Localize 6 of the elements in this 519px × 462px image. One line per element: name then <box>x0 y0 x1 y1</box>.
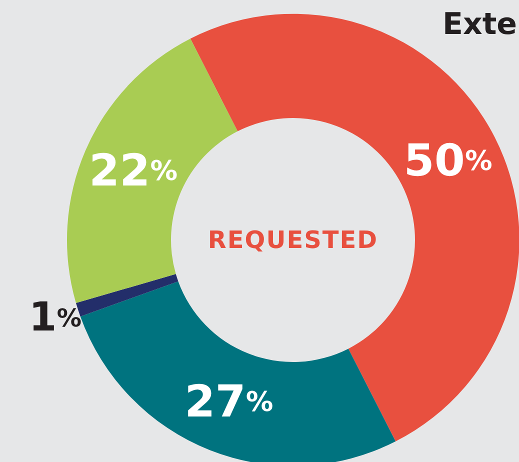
text: Exte <box>442 7 517 42</box>
data-label: 27% <box>184 376 274 428</box>
data-label: 50% <box>404 136 492 187</box>
data-label: 1% <box>28 294 82 340</box>
data-label: 22% <box>89 145 178 196</box>
text: REQUESTED <box>208 226 378 254</box>
